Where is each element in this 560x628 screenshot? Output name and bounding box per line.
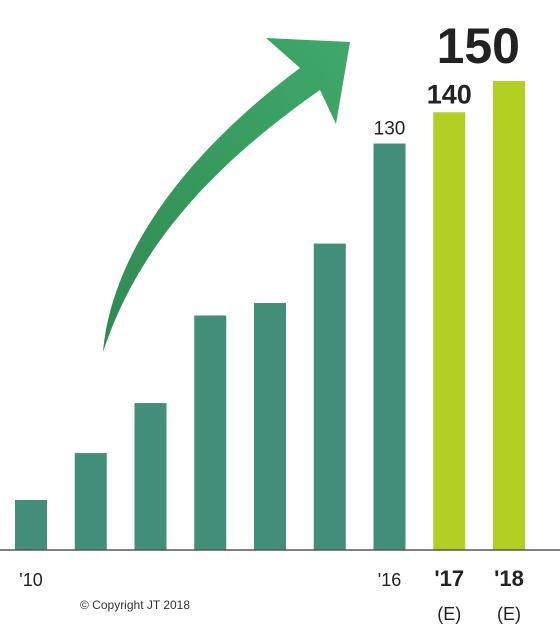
data-label-'18: 150 — [437, 18, 520, 74]
x-tick-sublabel-'18: (E) — [497, 604, 521, 624]
data-label-'16: 130 — [374, 119, 406, 140]
bar-'13 — [194, 315, 227, 550]
x-tick-label-'18: '18 — [494, 566, 524, 591]
bar-'10 — [15, 499, 47, 550]
copyright-text: © Copyright JT 2018 — [80, 598, 191, 612]
growth-arrow — [103, 38, 350, 352]
bar-'11 — [74, 453, 107, 550]
labels-layer: '10 130 '16 140 '17 (E) 150 '18 (E) — [19, 18, 524, 624]
bar-'14 — [254, 302, 286, 550]
x-tick-sublabel-'17: (E) — [437, 604, 461, 624]
bar-'16 — [373, 143, 406, 551]
x-tick-label-'17: '17 — [434, 566, 464, 591]
bar-'17 — [433, 112, 466, 551]
bar-'18 — [493, 81, 525, 550]
bars-layer — [15, 81, 525, 551]
bar-'12 — [134, 403, 167, 550]
data-label-'17: 140 — [427, 79, 472, 109]
x-tick-label-'16: '16 — [378, 570, 401, 590]
x-tick-label-'10: '10 — [19, 570, 42, 590]
bar-'15 — [313, 243, 346, 550]
